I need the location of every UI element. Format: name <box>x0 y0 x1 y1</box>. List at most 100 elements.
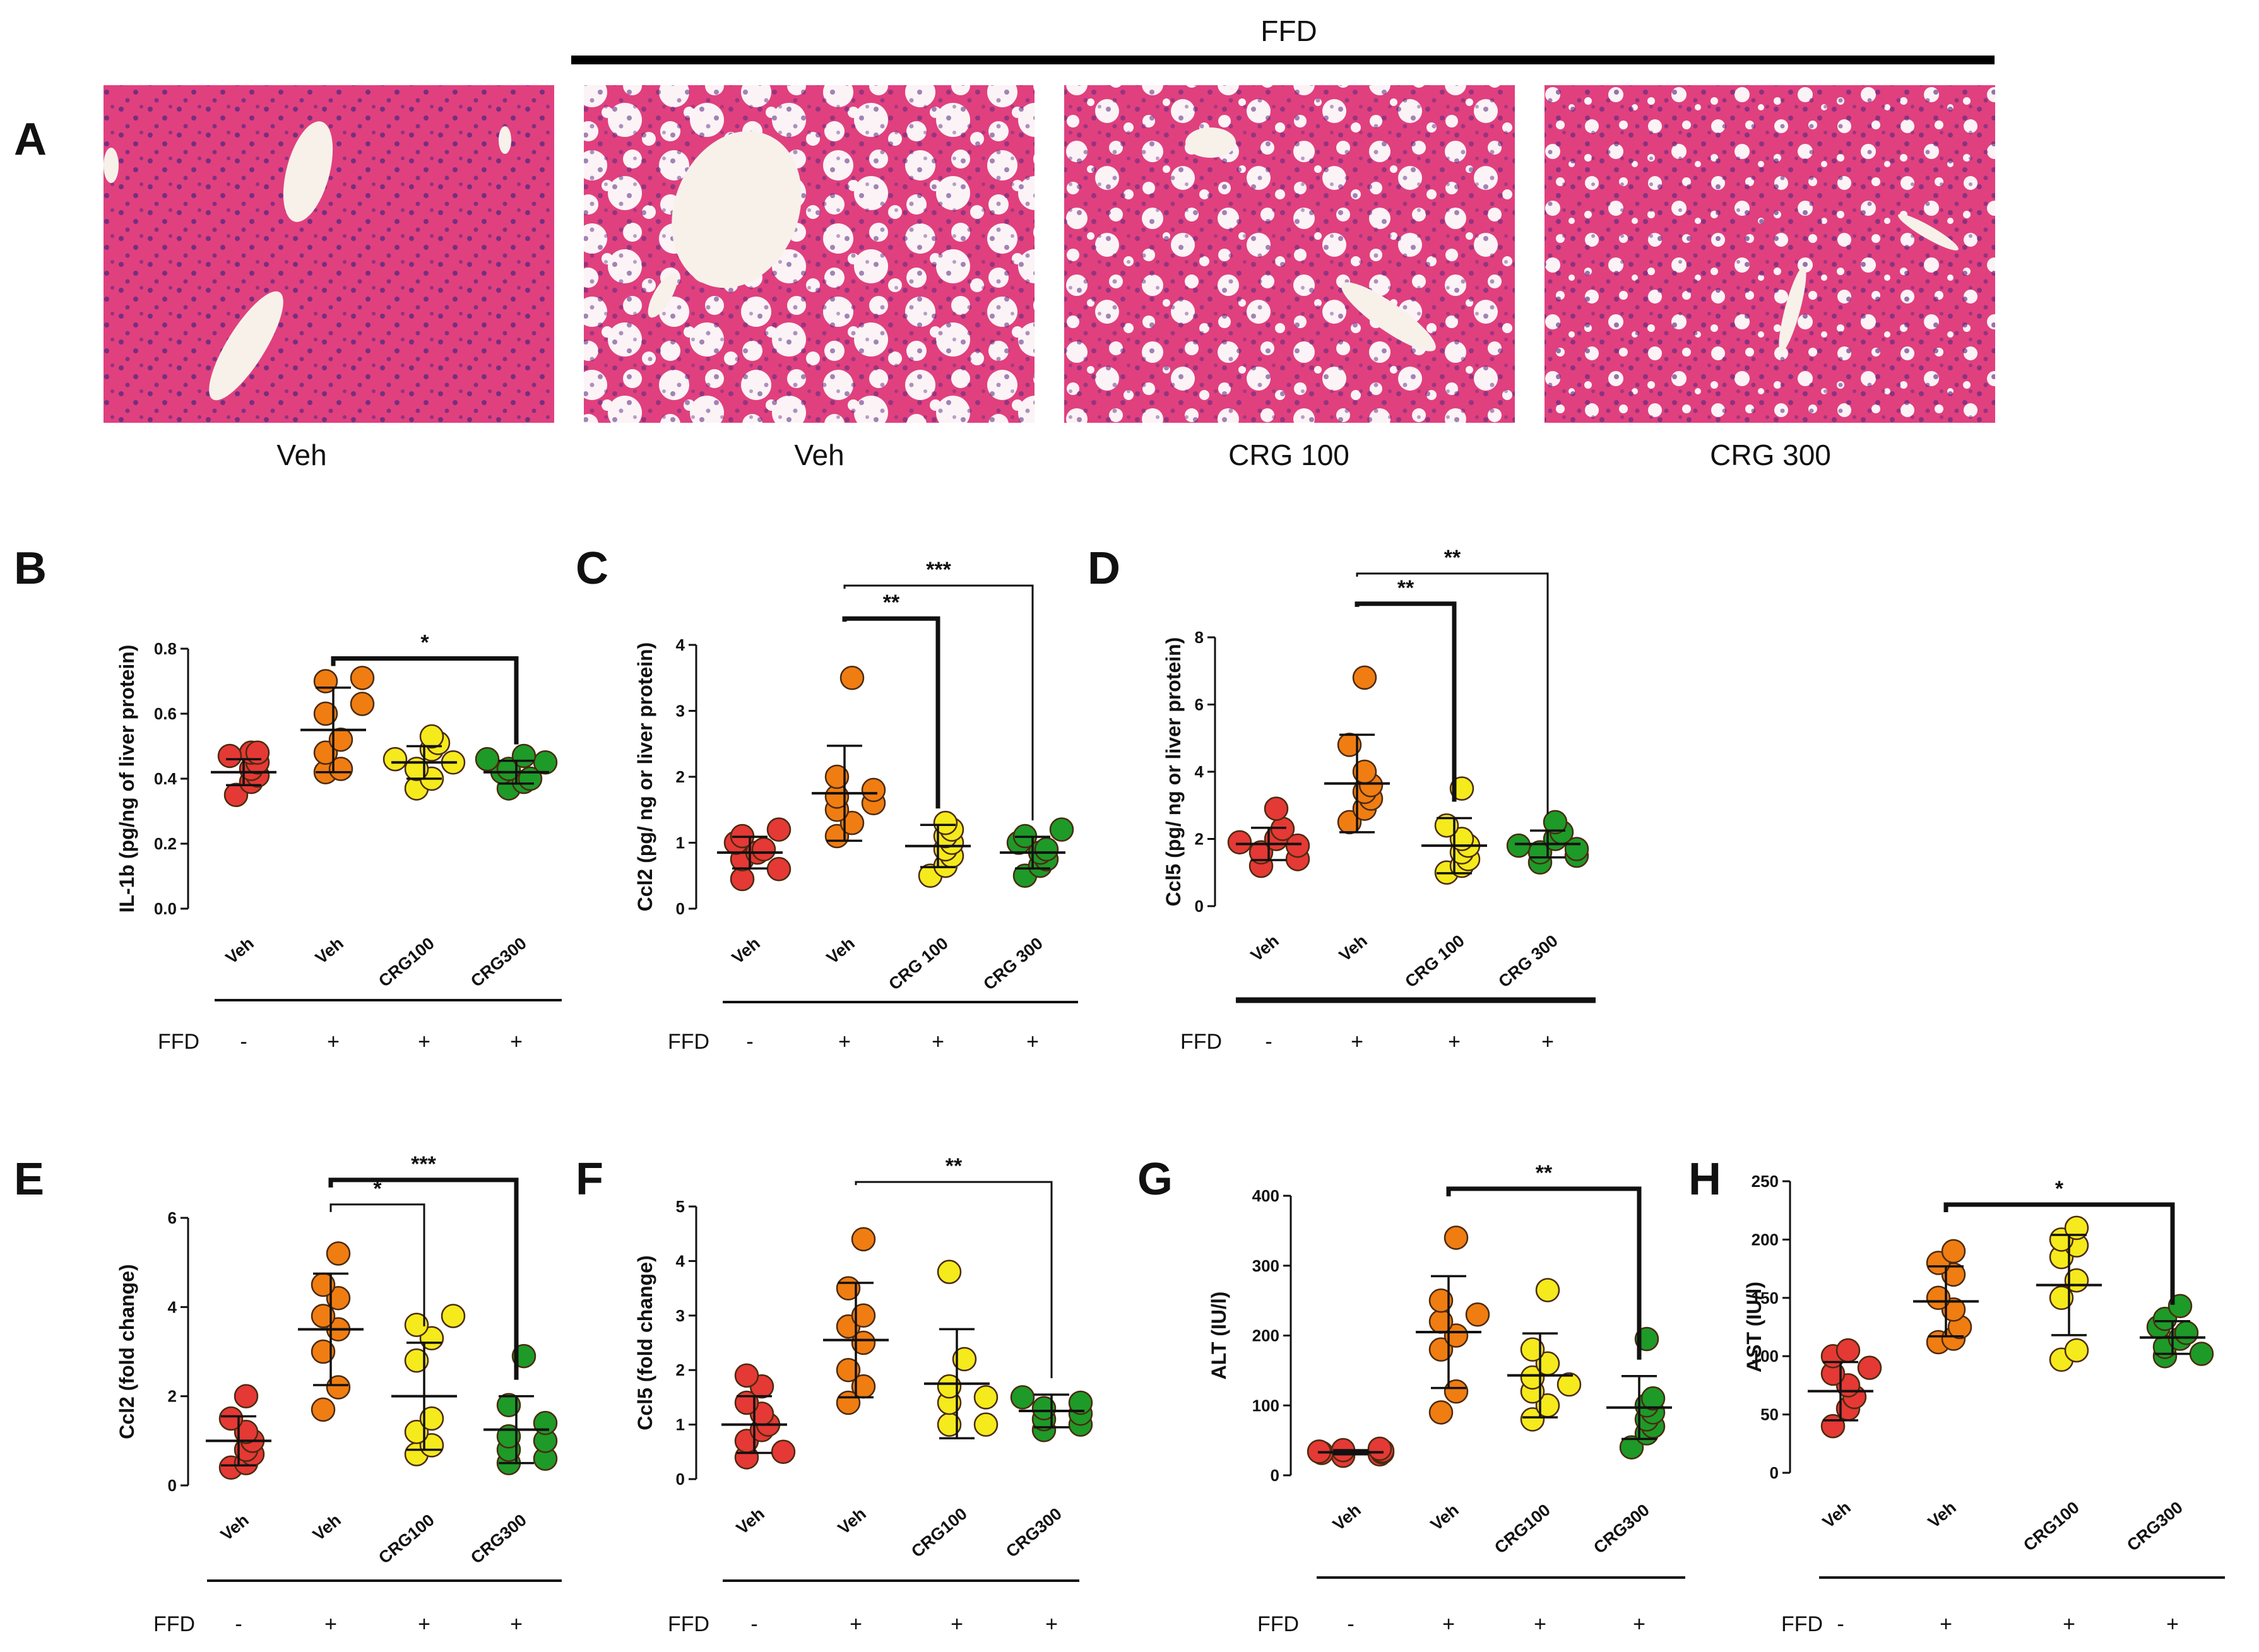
data-point <box>404 1419 429 1444</box>
data-point <box>234 1384 259 1408</box>
data-point <box>952 1347 977 1372</box>
significance-bracket <box>843 584 1034 821</box>
significance-label: *** <box>411 1152 436 1176</box>
ffd-sign: - <box>240 1030 247 1054</box>
panel-letter-d: D <box>1088 543 1120 594</box>
x-category-label: CRG300 <box>467 1511 530 1568</box>
y-tick-label: 0 <box>1271 1466 1279 1485</box>
y-tick-label: 0 <box>676 899 685 918</box>
y-tick-label: 6 <box>1195 695 1204 714</box>
x-category-label: Veh <box>823 934 858 968</box>
panel-letter-a: A <box>14 114 47 165</box>
x-category-label: CRG300 <box>1590 1501 1653 1558</box>
significance-bracket <box>331 656 519 745</box>
ffd-sign: - <box>1265 1030 1272 1054</box>
x-category-label: CRG 100 <box>885 934 952 994</box>
data-point <box>496 1393 521 1418</box>
x-category-label: CRG300 <box>467 934 530 991</box>
data-point <box>1434 813 1459 838</box>
data-point <box>851 1303 876 1328</box>
data-point <box>326 1285 351 1311</box>
data-point <box>311 1397 336 1422</box>
data-point <box>404 1313 429 1337</box>
ffd-sign: + <box>2166 1612 2179 1636</box>
ffd-header-label: FFD <box>1260 15 1317 47</box>
data-point <box>1428 1337 1454 1362</box>
x-category-label: CRG100 <box>908 1504 971 1562</box>
y-tick-label: 4 <box>676 1251 685 1270</box>
y-axis-label: ALT (IU/l) <box>1207 1292 1230 1380</box>
y-tick-label: 0 <box>168 1476 177 1495</box>
ffd-sign: + <box>1940 1612 1952 1636</box>
data-point <box>1337 733 1362 757</box>
y-tick-label: 4 <box>168 1297 177 1316</box>
x-category-label: CRG300 <box>1002 1504 1065 1562</box>
x-category-label: CRG100 <box>375 934 438 991</box>
data-point <box>1010 1385 1035 1410</box>
chart-f-ccl5-fold: 0 1 2 3 4 5 Ccl5 (fold change) Veh Veh CRG100 CRG3… <box>634 1154 1093 1636</box>
histology-image-ffd-crg300 <box>1545 85 1995 423</box>
y-tick-label: 1 <box>676 834 685 853</box>
y-axis-label: AST (IU/l) <box>1743 1282 1765 1372</box>
y-tick-label: 2 <box>676 767 685 786</box>
data-point <box>245 740 270 765</box>
data-point <box>2174 1320 2199 1345</box>
y-tick-label: 2 <box>1195 830 1204 849</box>
ffd-sign: + <box>327 1030 340 1054</box>
y-tick-label: 200 <box>1252 1326 1279 1345</box>
x-category-label: Veh <box>217 1511 252 1545</box>
ffd-row-label: FFD <box>668 1030 709 1054</box>
panel-letter-e: E <box>14 1154 44 1205</box>
histology-label-3: CRG 100 <box>1228 439 1349 471</box>
data-point <box>1535 1278 1560 1302</box>
y-tick-label: 4 <box>676 635 685 654</box>
x-category-label: Veh <box>728 934 764 968</box>
ffd-row-label: FFD <box>1257 1612 1299 1636</box>
y-tick-label: 3 <box>676 702 685 721</box>
data-point <box>1543 810 1568 835</box>
y-tick-label: 1 <box>676 1415 685 1434</box>
ffd-row-label: FFD <box>1781 1612 1823 1636</box>
x-category-label: CRG 300 <box>1495 931 1562 991</box>
data-point <box>1068 1390 1093 1415</box>
data-point <box>1352 665 1377 690</box>
data-point <box>766 817 792 842</box>
y-axis-label: Ccl5 (fold change) <box>634 1255 656 1430</box>
panel-letter-c: C <box>576 543 608 594</box>
x-category-label: CRG 100 <box>1401 931 1468 991</box>
data-point <box>2064 1215 2089 1241</box>
significance-label: ** <box>1397 576 1414 600</box>
data-point <box>350 666 375 690</box>
data-point <box>1444 1225 1469 1250</box>
ffd-sign: + <box>838 1030 851 1054</box>
panel-letter-g: G <box>1137 1154 1173 1205</box>
significance-bracket <box>328 1177 519 1380</box>
data-point <box>218 1406 244 1431</box>
y-tick-label: 0 <box>676 1470 685 1489</box>
significance-label: *** <box>926 558 951 582</box>
significance-bracket <box>1943 1202 2175 1305</box>
y-tick-label: 200 <box>1752 1230 1779 1249</box>
y-tick-label: 8 <box>1195 628 1204 647</box>
data-point <box>1520 1407 1545 1432</box>
y-tick-label: 0.6 <box>154 704 177 723</box>
y-tick-label: 50 <box>1760 1405 1779 1424</box>
data-point <box>1857 1355 1882 1380</box>
x-category-label: CRG100 <box>375 1511 438 1568</box>
data-point <box>1926 1285 1951 1311</box>
data-point <box>937 1374 962 1399</box>
y-tick-label: 3 <box>676 1306 685 1325</box>
x-category-label: Veh <box>1427 1501 1462 1535</box>
data-point <box>1428 1400 1454 1425</box>
significance-bracket <box>329 1203 425 1326</box>
data-point <box>1049 817 1074 842</box>
ffd-sign: + <box>1534 1612 1546 1636</box>
data-point <box>2189 1342 2214 1366</box>
data-point <box>1835 1338 1861 1363</box>
data-point <box>328 757 353 781</box>
data-point <box>1640 1386 1666 1411</box>
y-tick-label: 0.2 <box>154 834 177 853</box>
chart-h-ast: 0 50 100 150 200 250 AST (IU/l) Veh Veh CRG100 CRG… <box>1743 1172 2225 1636</box>
ffd-sign: + <box>1633 1612 1645 1636</box>
